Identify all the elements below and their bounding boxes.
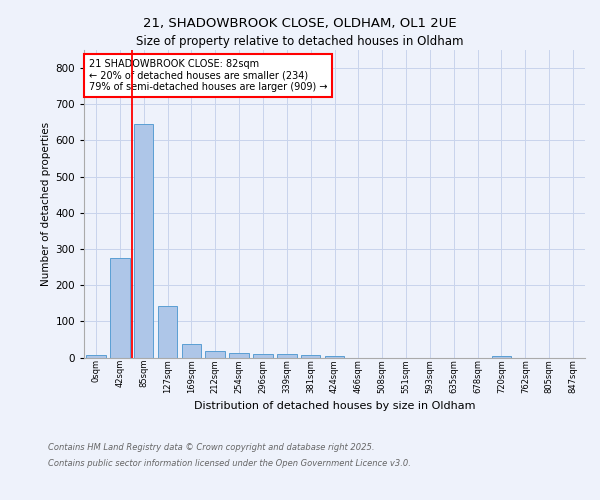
Bar <box>253 354 273 358</box>
Bar <box>182 344 201 358</box>
Bar <box>229 353 249 358</box>
Bar <box>301 355 320 358</box>
Text: Contains public sector information licensed under the Open Government Licence v3: Contains public sector information licen… <box>48 459 411 468</box>
Bar <box>110 258 130 358</box>
X-axis label: Distribution of detached houses by size in Oldham: Distribution of detached houses by size … <box>194 401 475 411</box>
Text: Contains HM Land Registry data © Crown copyright and database right 2025.: Contains HM Land Registry data © Crown c… <box>48 442 374 452</box>
Text: 21, SHADOWBROOK CLOSE, OLDHAM, OL1 2UE: 21, SHADOWBROOK CLOSE, OLDHAM, OL1 2UE <box>143 18 457 30</box>
Bar <box>86 355 106 358</box>
Bar <box>158 306 177 358</box>
Bar <box>277 354 296 358</box>
Bar <box>325 356 344 358</box>
Y-axis label: Number of detached properties: Number of detached properties <box>41 122 51 286</box>
Bar <box>205 350 225 358</box>
Bar <box>492 356 511 358</box>
Text: Size of property relative to detached houses in Oldham: Size of property relative to detached ho… <box>136 35 464 48</box>
Text: 21 SHADOWBROOK CLOSE: 82sqm
← 20% of detached houses are smaller (234)
79% of se: 21 SHADOWBROOK CLOSE: 82sqm ← 20% of det… <box>89 59 328 92</box>
Bar <box>134 124 154 358</box>
